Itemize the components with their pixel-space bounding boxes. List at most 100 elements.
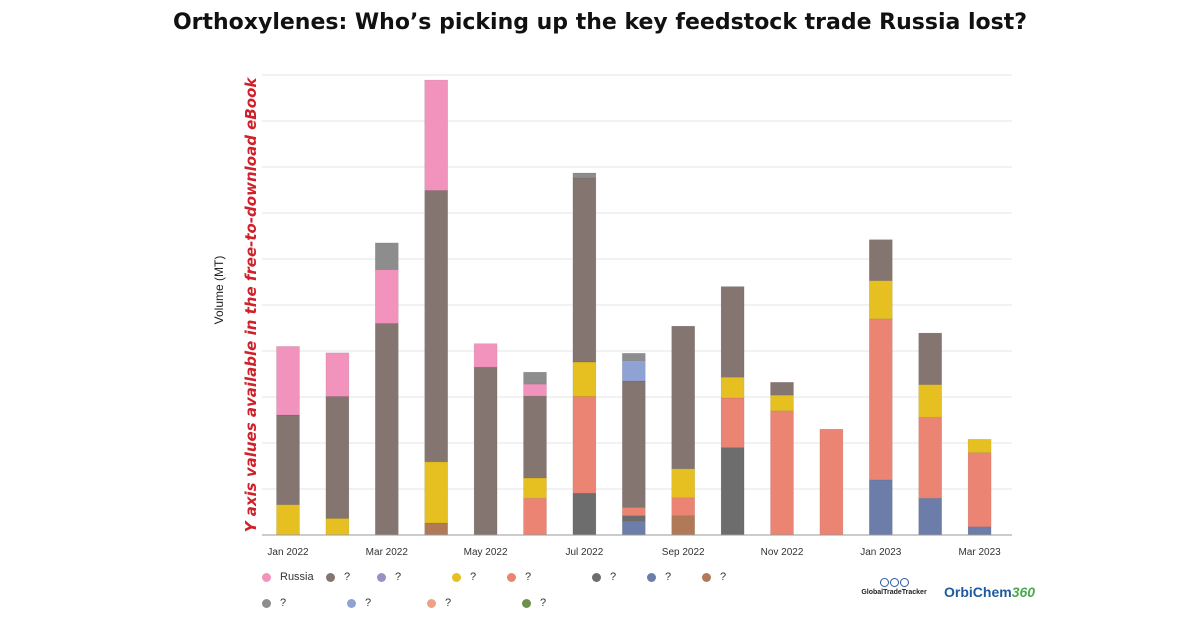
legend-item: ? (262, 597, 286, 609)
bar-segment (621, 380, 646, 508)
x-tick-label: May 2022 (464, 547, 508, 558)
legend-label: ? (525, 571, 532, 583)
x-tick-label: Jan 2022 (267, 547, 309, 558)
legend-swatch (262, 572, 271, 582)
legend-item: ? (592, 571, 616, 583)
bar-segment (424, 522, 449, 536)
bar-segment (572, 177, 597, 363)
bar-segment (868, 239, 893, 281)
legend-label: ? (344, 571, 351, 583)
bar-segment (572, 172, 597, 179)
legend-label: ? (470, 571, 477, 583)
legend-item: ? (347, 597, 371, 609)
bar-segment (671, 325, 696, 470)
bar-segment (621, 360, 646, 382)
legend-item: ? (452, 571, 476, 583)
bar-segment (523, 371, 547, 385)
bars (276, 79, 992, 536)
bar-segment (276, 414, 300, 505)
bar-segment (572, 492, 597, 536)
bar-segment (671, 468, 696, 499)
bar-segment (918, 416, 943, 499)
bar-segment (523, 497, 547, 536)
bar-segment (671, 497, 696, 516)
bar-segment (572, 361, 597, 397)
x-tick-label: Jul 2022 (565, 547, 603, 558)
bar-segment (720, 376, 745, 399)
bar-segment (770, 410, 794, 536)
x-tick-label: Mar 2023 (958, 547, 1001, 558)
legend-swatch (647, 572, 656, 582)
bar-segment (424, 79, 449, 191)
bar-segment (967, 452, 992, 528)
bar-segment (523, 395, 547, 479)
legend-item: ? (647, 571, 671, 583)
bar-segment (967, 439, 992, 453)
legend-label: ? (365, 597, 372, 609)
legend-swatch (262, 598, 271, 608)
legend-row: Russia??????? (262, 568, 822, 594)
y-axis-availability-note: Y axis values available in the free-to-d… (242, 77, 260, 533)
bar-segment (621, 352, 646, 361)
legend-item: ? (522, 597, 546, 609)
x-tick-label: Mar 2022 (366, 547, 409, 558)
bar-segment (770, 381, 794, 396)
bar-segment (325, 396, 350, 519)
legend-item: Russia (262, 571, 314, 583)
bar-segment (325, 352, 350, 397)
legend-label: ? (280, 597, 287, 609)
bar-segment (868, 318, 893, 481)
bar-segment (572, 396, 597, 494)
bar-segment (868, 479, 893, 536)
bar-segment (621, 515, 646, 522)
bar-segment (918, 332, 943, 385)
bar-segment (523, 477, 547, 499)
legend-label: ? (395, 571, 402, 583)
legend-swatch (326, 572, 335, 582)
legend-swatch (347, 598, 356, 608)
bar-segment (424, 190, 449, 463)
bar-segment (671, 515, 696, 536)
bar-segment (868, 280, 893, 320)
bar-segment (473, 343, 498, 368)
orbichem-logo: OrbiChem360 (944, 584, 1035, 600)
legend: Russia??????? ???? (262, 568, 822, 620)
gtt-circles-icon (858, 578, 930, 587)
bar-segment (918, 384, 943, 418)
legend-label: ? (665, 571, 672, 583)
gtt-logo-text: GlobalTradeTracker (861, 589, 927, 596)
bar-segment (473, 366, 498, 536)
legend-label: ? (445, 597, 452, 609)
legend-item: ? (507, 571, 531, 583)
bar-segment (770, 394, 794, 412)
bar-segment (720, 447, 745, 536)
bar-segment (523, 383, 547, 397)
bar-segment (374, 269, 399, 324)
x-tick-label: Sep 2022 (662, 547, 705, 558)
bar-segment (325, 518, 350, 536)
x-tick-labels: Jan 2022 Mar 2022 May 2022 Jul 2022 Sep 2022… (267, 547, 1001, 558)
legend-swatch (507, 572, 516, 582)
legend-swatch (592, 572, 601, 582)
bar-segment (424, 461, 449, 524)
global-trade-tracker-logo: GlobalTradeTracker (858, 578, 930, 596)
bar-segment (374, 242, 399, 270)
legend-label: ? (720, 571, 727, 583)
legend-swatch (377, 572, 386, 582)
legend-swatch (522, 598, 531, 608)
bar-segment (276, 346, 300, 416)
orbichem-logo-number: 360 (1011, 584, 1036, 600)
bar-segment (720, 397, 745, 448)
legend-item: ? (702, 571, 726, 583)
bar-segment (967, 526, 992, 536)
legend-label: ? (610, 571, 617, 583)
legend-item: ? (326, 571, 350, 583)
legend-row: ???? (262, 594, 822, 620)
chart-title: Orthoxylenes: Who’s picking up the key f… (172, 10, 1028, 35)
bar-segment (819, 428, 844, 536)
bar-segment (276, 504, 300, 536)
bar-segment (720, 286, 745, 378)
legend-swatch (427, 598, 436, 608)
legend-item: ? (427, 597, 451, 609)
